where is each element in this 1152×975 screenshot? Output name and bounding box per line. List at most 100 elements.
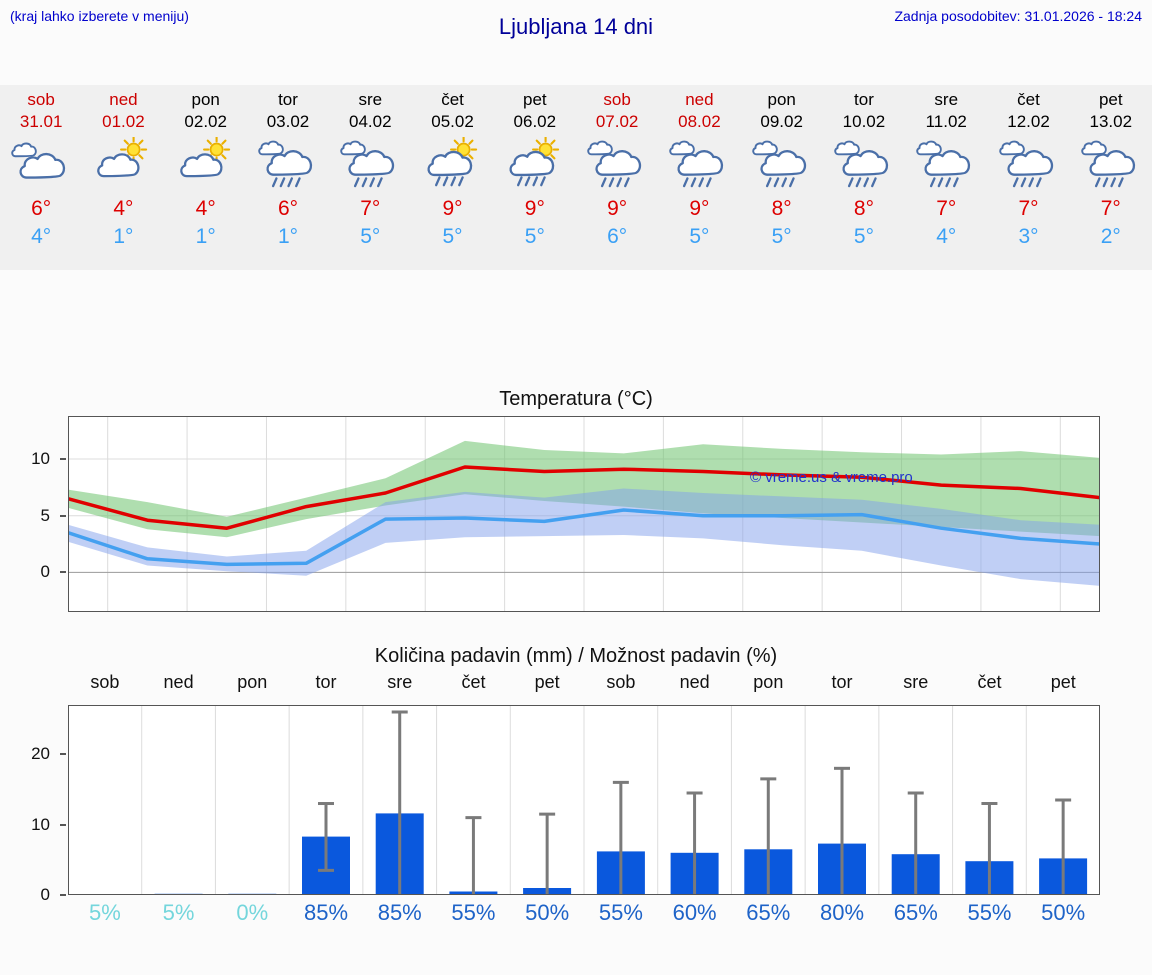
day-date: 12.02 (1007, 112, 1050, 131)
temperature-chart-svg: © vreme.us & vreme.pro (66, 416, 1102, 612)
y-axis-label: 0 (40, 885, 50, 904)
y-axis-tick (60, 823, 66, 826)
day-min-temp: 3° (1018, 225, 1039, 248)
partly-sunny-icon (90, 135, 156, 195)
day-max-temp: 6° (31, 197, 52, 220)
partly-sunny-glyph (179, 135, 230, 178)
day-date: 02.02 (184, 112, 227, 131)
y-axis-tick (60, 894, 66, 896)
day-name: ned (685, 90, 714, 109)
day-max-temp: 7° (936, 197, 957, 220)
precip-probability: 65% (746, 900, 791, 925)
day-date: 08.02 (678, 112, 721, 131)
day-min-temp: 4° (936, 225, 957, 248)
day-date: 07.02 (595, 112, 639, 131)
day-column: pet 13.02 7° 2° (1070, 85, 1152, 270)
rain-icon (749, 137, 815, 195)
day-min-temp: 6° (607, 225, 628, 248)
y-axis-label: 10 (31, 449, 50, 469)
precip-probability: 55% (967, 900, 1012, 925)
day-name: pet (1098, 90, 1123, 109)
day-column: sob 07.02 9° 6° (576, 85, 658, 270)
day-name: pet (523, 90, 547, 109)
day-name: sre (934, 90, 959, 109)
day-min-temp: 1° (195, 225, 216, 248)
day-name: čet (1017, 90, 1040, 109)
partly-sunny-glyph (97, 135, 148, 178)
y-axis-tick (60, 753, 66, 756)
watermark-link[interactable]: © vreme.us & vreme.pro (750, 469, 913, 486)
forecast-strip: sob 31.01 6° 4° ned 01.02 4° 1° pon 02.02 4° 1° tor 0… (0, 85, 1152, 270)
precip-day-label: pon (753, 672, 784, 692)
day-max-temp: 8° (853, 197, 874, 220)
day-min-temp: 5° (689, 225, 710, 248)
precip-probability: 60% (672, 900, 717, 925)
precip-day-label: tor (831, 672, 853, 692)
day-max-temp: 7° (360, 197, 381, 220)
precip-day-label: čet (461, 672, 486, 692)
day-max-temp: 9° (689, 197, 710, 220)
precip-probability: 55% (451, 900, 496, 925)
precip-probability: 80% (820, 900, 865, 925)
rain-glyph (258, 140, 313, 188)
temperature-y-axis: 0 5 10 (0, 416, 66, 612)
day-column: pet 06.02 9° 5° (494, 85, 576, 270)
rain-glyph (751, 140, 806, 188)
day-name: pon (191, 90, 220, 109)
cloudy-icon (8, 137, 74, 195)
precip-day-label: pon (237, 672, 268, 692)
precip-day-label: ned (163, 672, 194, 692)
temperature-chart: © vreme.us & vreme.pro (66, 416, 1102, 612)
sun-rain-icon (502, 135, 568, 195)
rain-icon (337, 137, 403, 195)
day-min-temp: 5° (360, 225, 381, 248)
precip-day-label: čet (977, 672, 1002, 692)
precip-probability: 50% (525, 900, 570, 925)
y-axis-tick (60, 571, 66, 574)
precip-probability: 5% (88, 900, 121, 925)
day-date: 04.02 (348, 112, 392, 131)
rain-icon (913, 137, 979, 195)
day-column: pon 02.02 4° 1° (165, 85, 247, 270)
precip-probability: 85% (303, 900, 349, 925)
day-date: 31.01 (19, 112, 63, 131)
day-min-temp: 1° (277, 225, 299, 248)
day-max-temp: 7° (1100, 197, 1121, 220)
temperature-chart-title: Temperatura (°C) (499, 388, 653, 410)
sun-rain-icon (420, 135, 486, 195)
day-min-temp: 1° (113, 225, 134, 248)
precip-probability: 0% (236, 900, 269, 925)
precip-probability: 50% (1041, 900, 1086, 925)
rain-glyph (1081, 140, 1135, 188)
rain-icon (584, 137, 650, 195)
precip-day-label: sob (606, 672, 636, 692)
day-max-temp: 8° (771, 197, 792, 220)
day-name: sob (603, 90, 631, 109)
day-column: ned 01.02 4° 1° (82, 85, 164, 270)
day-column: tor 03.02 6° 1° (247, 85, 329, 270)
day-min-temp: 5° (853, 225, 874, 248)
y-axis-tick (60, 458, 66, 461)
day-min-temp: 4° (31, 225, 52, 248)
day-min-temp: 2° (1100, 225, 1121, 248)
y-axis-label: 5 (40, 505, 50, 525)
last-updated: Zadnja posodobitev: 31.01.2026 - 18:24 (894, 8, 1142, 24)
day-date: 10.02 (842, 112, 886, 131)
rain-glyph (669, 140, 724, 188)
day-max-temp: 9° (442, 197, 463, 220)
day-date: 06.02 (513, 112, 557, 131)
day-name: ned (109, 90, 138, 109)
day-name: tor (854, 90, 874, 109)
precip-probability: 85% (377, 900, 422, 925)
y-axis-label: 20 (31, 744, 50, 764)
sun-rain-glyph (427, 135, 477, 187)
day-column: sre 11.02 7° 4° (905, 85, 987, 270)
rain-icon (1078, 137, 1144, 195)
day-min-temp: 5° (524, 225, 545, 248)
day-column: čet 12.02 7° 3° (987, 85, 1069, 270)
y-axis-label: 0 (40, 562, 50, 582)
y-axis-tick (60, 514, 66, 517)
precipitation-chart-svg (68, 705, 1100, 895)
rain-icon (666, 137, 732, 195)
precipitation-day-labels: sob ned pon tor sre čet pet sob ned pon tor sre čet p… (68, 672, 1100, 693)
